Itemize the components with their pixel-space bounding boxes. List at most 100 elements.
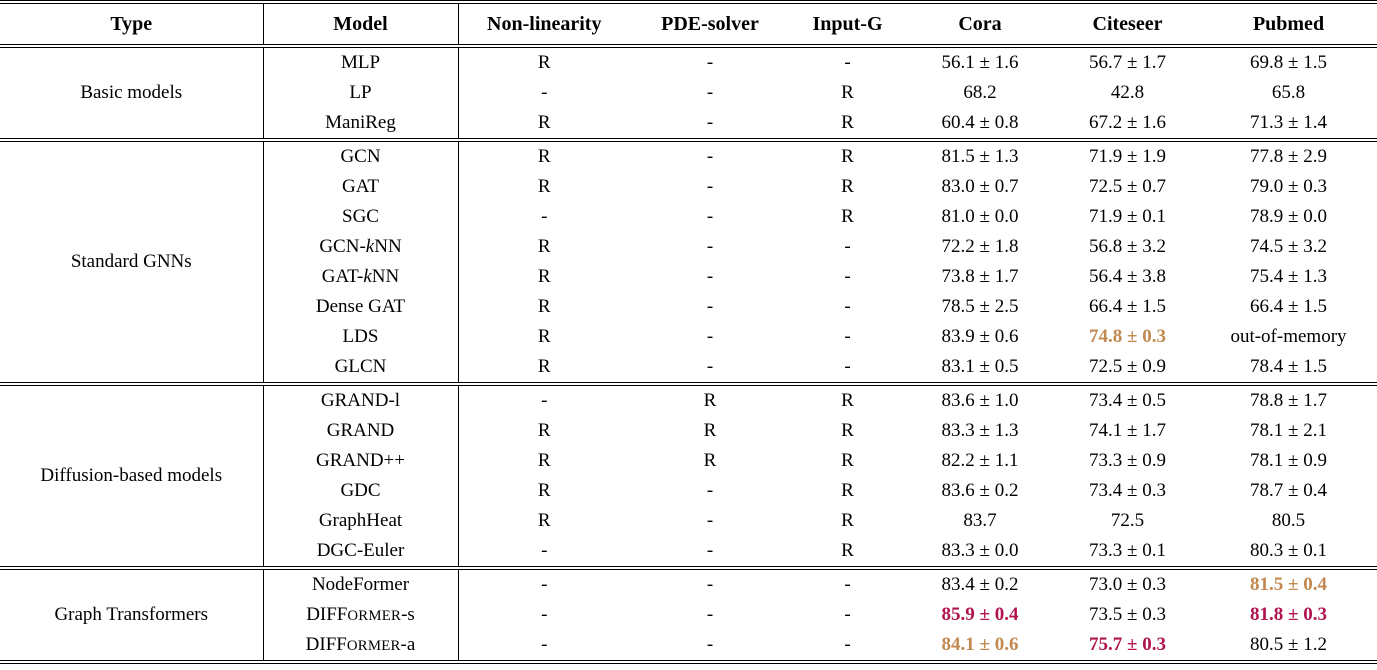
cell-pubmed: 75.4 ± 1.3 (1250, 266, 1327, 287)
cell-citeseer: 73.4 ± 0.3 (1089, 480, 1166, 501)
group-diffusion-based-models: Diffusion-based models GRAND-l - R R 83.6 ± 1… (0, 384, 1377, 568)
model-name-part: GAT- (321, 266, 364, 287)
cell-citeseer: 73.3 ± 0.9 (1089, 450, 1166, 471)
cell-model: DIFFORMER-s (263, 600, 459, 630)
group-type-label: Graph Transformers (0, 568, 264, 662)
cell-model: DIFFORMER-a (263, 630, 459, 662)
column-header-citeseer: Citeseer (1092, 12, 1163, 35)
cell-nonlinearity: R (537, 146, 551, 167)
table-row: Standard GNNs GCN R - R 81.5 ± 1.3 71.9 ± 1.9 7… (0, 140, 1377, 384)
cell-input-g: R (841, 176, 854, 197)
cell-pubmed: 78.8 ± 1.7 (1250, 390, 1327, 411)
group-type-label: Standard GNNs (0, 140, 264, 384)
cell-pde-solver: R (703, 450, 717, 471)
cell-nonlinearity: R (537, 510, 551, 531)
cell-pubmed: 71.3 ± 1.4 (1250, 112, 1327, 133)
cell-citeseer: 73.5 ± 0.3 (1089, 604, 1166, 625)
cell-pde-solver: - (706, 356, 714, 377)
cell-cora: 72.2 ± 1.8 (941, 236, 1019, 257)
cell-model: GAT (263, 172, 459, 202)
cell-pde-solver: - (706, 296, 714, 317)
cell-input-g: R (841, 82, 854, 103)
cell-input-g: - (844, 296, 851, 317)
table-row: GLCN R - - 83.1 ± 0.5 72.5 ± 0.9 78.4 ± 1.5 (0, 352, 1377, 384)
cell-input-g: R (841, 540, 854, 561)
cell-pubmed: out-of-memory (1230, 326, 1347, 347)
cell-input-g: - (844, 52, 851, 73)
column-header-nonlinearity: Non-linearity (487, 12, 602, 35)
cell-pubmed: 74.5 ± 3.2 (1250, 236, 1327, 257)
cell-model: GCN (263, 140, 459, 172)
cell-pde-solver: - (706, 146, 714, 167)
table-row: LDS R - - 83.9 ± 0.6 74.8 ± 0.3 out-of-memory (0, 322, 1377, 352)
cell-nonlinearity: R (537, 480, 551, 501)
cell-pubmed: 81.8 ± 0.3 (1250, 604, 1327, 625)
cell-nonlinearity: - (541, 574, 548, 595)
cell-nonlinearity: R (537, 112, 551, 133)
model-name-part: ORMER (346, 638, 401, 654)
cell-pubmed: 80.3 ± 0.1 (1250, 540, 1327, 561)
cell-model: Dense GAT (263, 292, 459, 322)
table-row: Diffusion-based models GRAND-l - R R 83.6 ± 1… (0, 384, 1377, 568)
cell-nonlinearity: R (537, 266, 551, 287)
cell-cora: 83.7 (963, 510, 997, 531)
column-header-pubmed: Pubmed (1252, 12, 1325, 35)
cell-pde-solver: - (706, 480, 714, 501)
cell-pubmed: 80.5 ± 1.2 (1250, 634, 1327, 655)
table-row: GAT R - R 83.0 ± 0.7 72.5 ± 0.7 79.0 ± 0.3 (0, 172, 1377, 202)
cell-pubmed: 66.4 ± 1.5 (1250, 296, 1327, 317)
cell-model: GraphHeat (263, 506, 459, 536)
cell-cora: 83.1 ± 0.5 (941, 356, 1019, 377)
table-row: GCN-kNN R - - 72.2 ± 1.8 56.8 ± 3.2 74.5 ± 3.2 (0, 232, 1377, 262)
table-row: GAT-kNN R - - 73.8 ± 1.7 56.4 ± 3.8 75.4 ± 1.3 (0, 262, 1377, 292)
cell-citeseer: 56.7 ± 1.7 (1089, 52, 1166, 73)
cell-citeseer: 67.2 ± 1.6 (1089, 112, 1166, 133)
cell-input-g: - (844, 604, 851, 625)
column-header-type: Type (0, 2, 264, 46)
cell-input-g: R (841, 206, 854, 227)
cell-citeseer: 71.9 ± 1.9 (1089, 146, 1166, 167)
cell-nonlinearity: - (541, 82, 548, 103)
cell-pde-solver: - (706, 326, 714, 347)
cell-cora: 84.1 ± 0.6 (941, 634, 1019, 655)
cell-model: GDC (263, 476, 459, 506)
table-row: GraphHeat R - R 83.7 72.5 80.5 (0, 506, 1377, 536)
group-type-label: Diffusion-based models (0, 384, 264, 568)
table-row: DIFFORMER-a - - - 84.1 ± 0.6 75.7 ± 0.3 80.5 ±… (0, 630, 1377, 662)
column-header-cora: Cora (958, 12, 1002, 35)
cell-input-g: R (841, 146, 854, 167)
cell-cora: 85.9 ± 0.4 (941, 604, 1019, 625)
model-name-part: ManiReg (325, 112, 396, 133)
cell-cora: 83.3 ± 0.0 (941, 540, 1019, 561)
cell-pde-solver: - (706, 112, 714, 133)
cell-model: ManiReg (263, 108, 459, 140)
model-name-part: DIFF (306, 604, 348, 625)
cell-nonlinearity: R (537, 450, 551, 471)
table-row: Graph Transformers NodeFormer - - - 83.4 ± 0.… (0, 568, 1377, 662)
column-header-pde-solver: PDE-solver (661, 12, 759, 35)
cell-citeseer: 73.0 ± 0.3 (1089, 574, 1166, 595)
table-row: DIFFORMER-s - - - 85.9 ± 0.4 73.5 ± 0.3 81.8 ±… (0, 600, 1377, 630)
cell-model: GCN-kNN (263, 232, 459, 262)
group-basic-models: Basic models MLP R - - 56.1 ± 1.6 56.7 ± 1.7 69… (0, 46, 1377, 140)
cell-cora: 83.4 ± 0.2 (941, 574, 1019, 595)
cell-cora: 83.6 ± 1.0 (941, 390, 1019, 411)
cell-nonlinearity: R (537, 356, 551, 377)
model-name-part: MLP (340, 52, 381, 73)
cell-model: SGC (263, 202, 459, 232)
table-row: GDC R - R 83.6 ± 0.2 73.4 ± 0.3 78.7 ± 0.4 (0, 476, 1377, 506)
cell-cora: 82.2 ± 1.1 (941, 450, 1019, 471)
model-name-part: GCN (340, 146, 381, 167)
model-name-part: ORMER (347, 608, 402, 624)
model-name-part: DGC-Euler (316, 540, 405, 561)
cell-nonlinearity: - (541, 540, 548, 561)
cell-pde-solver: R (703, 420, 717, 441)
cell-cora: 78.5 ± 2.5 (941, 296, 1019, 317)
cell-nonlinearity: R (537, 326, 551, 347)
group-graph-transformers: Graph Transformers NodeFormer - - - 83.4 ± 0.… (0, 568, 1377, 662)
cell-cora: 83.0 ± 0.7 (941, 176, 1019, 197)
cell-cora: 60.4 ± 0.8 (941, 112, 1019, 133)
cell-model: GRAND-l (263, 384, 459, 416)
model-name-part: NN (374, 236, 402, 257)
cell-pde-solver: - (706, 574, 714, 595)
